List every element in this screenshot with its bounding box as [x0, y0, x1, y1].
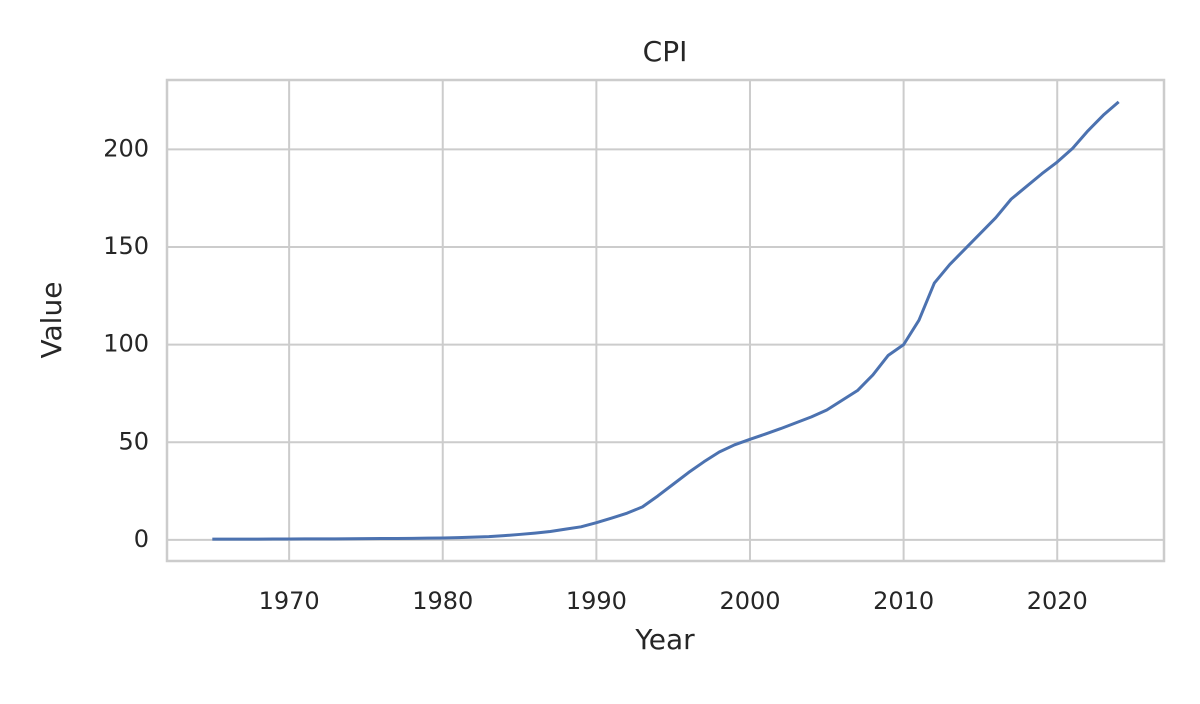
x-tick-label: 1990 [566, 587, 627, 615]
x-axis-label: Year [634, 623, 695, 656]
y-tick-label: 50 [118, 427, 149, 455]
plot-frame [165, 78, 1166, 563]
x-tick-label: 1970 [259, 587, 320, 615]
line-series [212, 100, 1120, 541]
y-tick-label: 150 [103, 232, 149, 260]
y-axis-label: Value [35, 282, 68, 359]
chart-title: CPI [643, 35, 688, 68]
y-tick-label: 0 [134, 525, 149, 553]
y-tick-label: 200 [103, 134, 149, 162]
y-tick-label: 100 [103, 330, 149, 358]
x-tick-label: 2020 [1027, 587, 1088, 615]
x-tick-label: 1980 [412, 587, 473, 615]
x-tick-label: 2010 [873, 587, 934, 615]
x-tick-label: 2000 [719, 587, 780, 615]
